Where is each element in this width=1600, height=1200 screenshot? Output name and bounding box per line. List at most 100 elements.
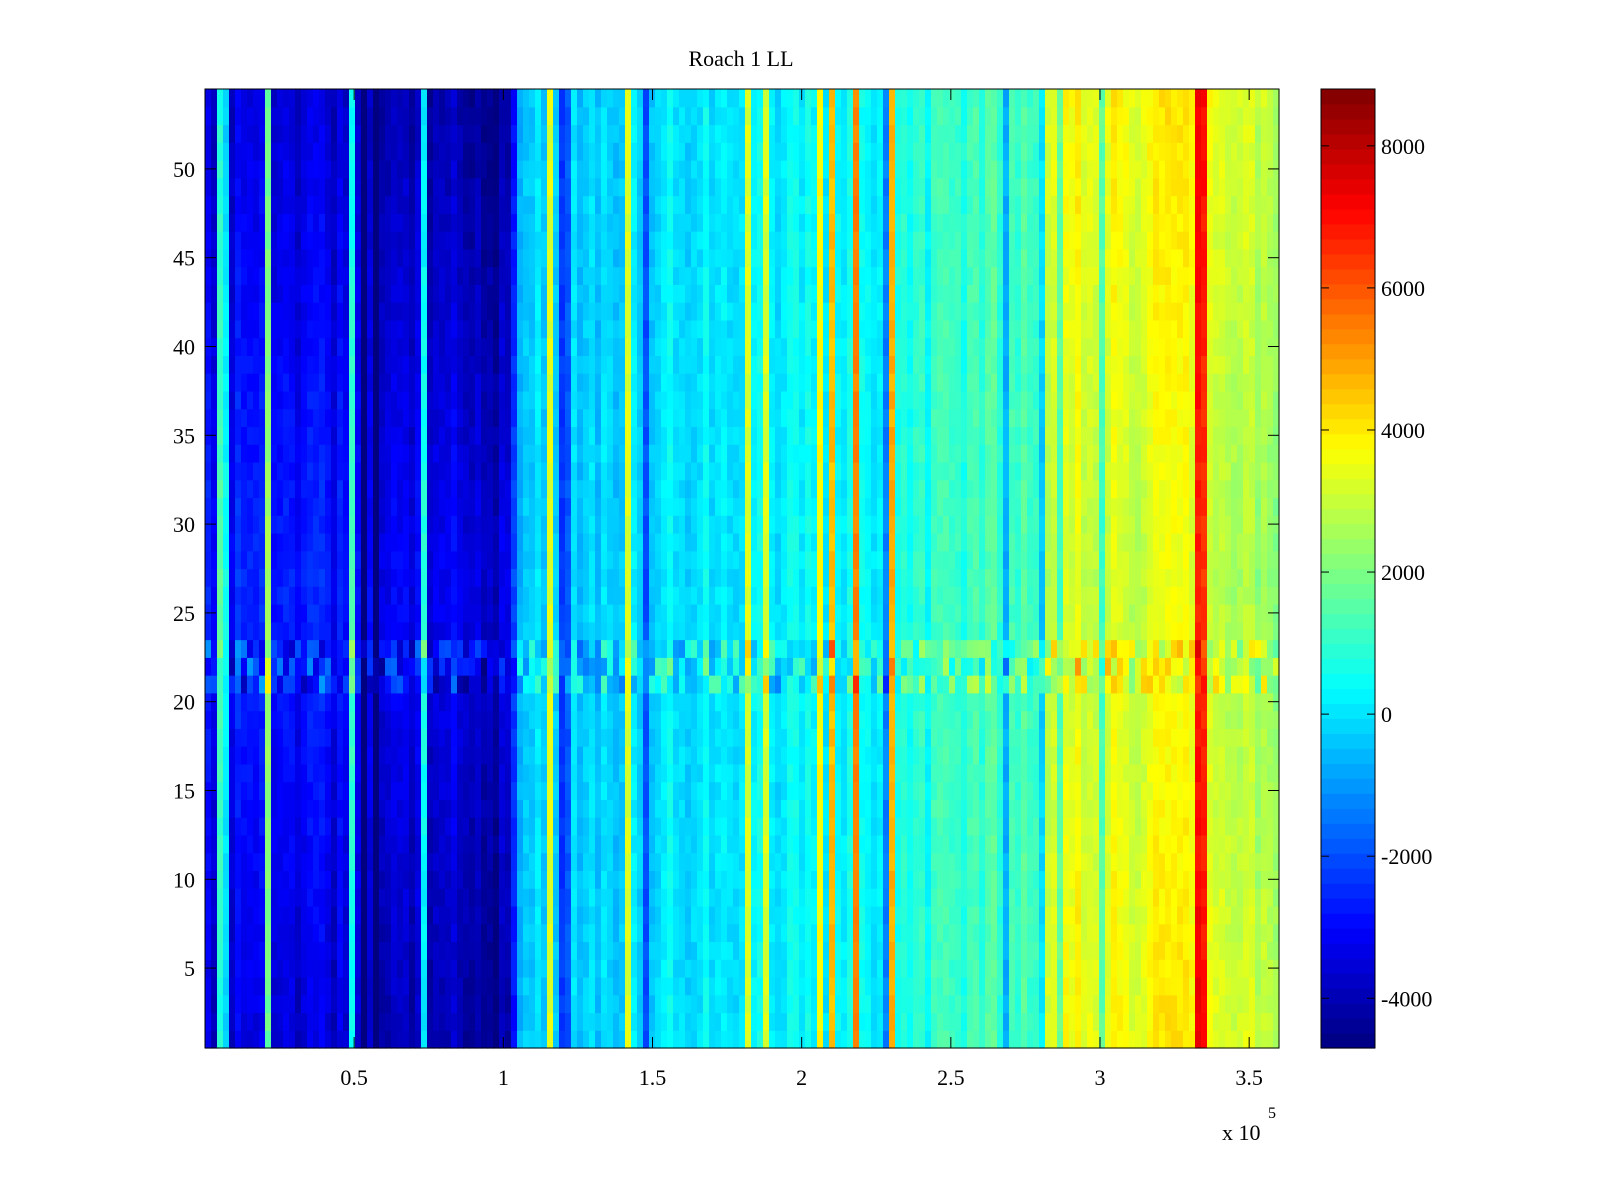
heatmap-cell [373,923,380,943]
heatmap-cell [733,284,740,303]
heatmap-cell [379,550,386,570]
heatmap-cell [469,657,476,676]
heatmap-cell [325,284,332,303]
heatmap-cell [469,248,476,268]
heatmap-cell [619,710,626,729]
heatmap-cell [505,604,512,623]
heatmap-cell [601,888,608,907]
heatmap-cell [679,639,686,658]
heatmap-cell [439,373,446,392]
heatmap-cell [433,994,440,1014]
heatmap-cell [679,657,686,676]
heatmap-cell [703,959,710,978]
heatmap-cell [739,106,746,126]
heatmap-cell [673,639,680,658]
heatmap-cell [469,1030,476,1049]
heatmap-cell [571,106,578,126]
heatmap-cell [619,888,626,907]
heatmap-cell [391,852,398,872]
heatmap-cell [697,461,704,481]
heatmap-cell [529,586,536,605]
heatmap-cell [517,888,524,907]
heatmap-cell [571,160,578,179]
heatmap-cell [613,319,620,339]
heatmap-cell [595,266,602,285]
heatmap-cell [739,408,746,428]
heatmap-cell [385,692,392,712]
heatmap-cell [235,799,242,818]
heatmap-cell [373,195,380,214]
heatmap-cell [643,568,650,587]
heatmap-cell [523,337,530,356]
heatmap-cell [583,160,590,179]
heatmap-cell [523,497,530,516]
heatmap-cell [349,515,356,534]
heatmap-cell [367,799,374,818]
heatmap-cell [649,657,656,676]
heatmap-cell [541,657,548,676]
heatmap-cell [595,195,602,214]
heatmap-cell [217,639,224,658]
heatmap-cell [373,1030,380,1049]
heatmap-cell [649,373,656,392]
heatmap-cell [367,266,374,285]
heatmap-cell [505,1012,512,1031]
heatmap-cell [217,550,224,570]
heatmap-cell [259,959,266,978]
heatmap-cell [355,710,362,729]
heatmap-cell [487,852,494,872]
heatmap-cell [469,834,476,854]
heatmap-cell [289,337,296,356]
heatmap-cell [667,923,674,943]
heatmap-cell [697,550,704,570]
heatmap-cell [733,319,740,339]
heatmap-cell [481,515,488,534]
heatmap-column [703,89,710,1049]
heatmap-cell [217,976,224,996]
heatmap-cell [499,746,506,765]
heatmap-cell [319,834,326,854]
heatmap-cell [451,959,458,978]
heatmap-cell [481,319,488,339]
heatmap-cell [265,852,272,872]
heatmap-cell [451,604,458,623]
heatmap-cell [457,621,464,641]
heatmap-cell [679,781,686,800]
heatmap-cell [517,1030,524,1049]
heatmap-cell [691,781,698,800]
heatmap-cell [523,319,530,339]
heatmap-cell [433,657,440,676]
heatmap-cell [505,213,512,232]
heatmap-cell [715,870,722,889]
heatmap-cell [355,763,362,783]
heatmap-cell [595,799,602,818]
heatmap-cell [223,675,230,694]
heatmap-cell [313,728,320,747]
heatmap-cell [517,426,524,445]
heatmap-cell [355,923,362,943]
heatmap-cell [733,657,740,676]
heatmap-cell [727,319,734,339]
heatmap-cell [571,710,578,729]
heatmap-cell [331,160,338,179]
heatmap-cell [433,604,440,623]
heatmap-cell [373,160,380,179]
heatmap-cell [673,888,680,907]
heatmap-cell [229,604,236,623]
heatmap-cell [571,515,578,534]
heatmap-cell [487,89,494,108]
heatmap-cell [613,710,620,729]
heatmap-cell [607,834,614,854]
heatmap-cell [451,142,458,161]
heatmap-cell [385,639,392,658]
heatmap-cell [601,213,608,232]
heatmap-cell [445,408,452,428]
heatmap-cell [475,106,482,126]
heatmap-cell [613,568,620,587]
heatmap-cell [313,994,320,1014]
heatmap-cell [649,976,656,996]
heatmap-cell [349,390,356,410]
heatmap-cell [367,834,374,854]
heatmap-cell [703,834,710,854]
heatmap-cell [427,195,434,214]
